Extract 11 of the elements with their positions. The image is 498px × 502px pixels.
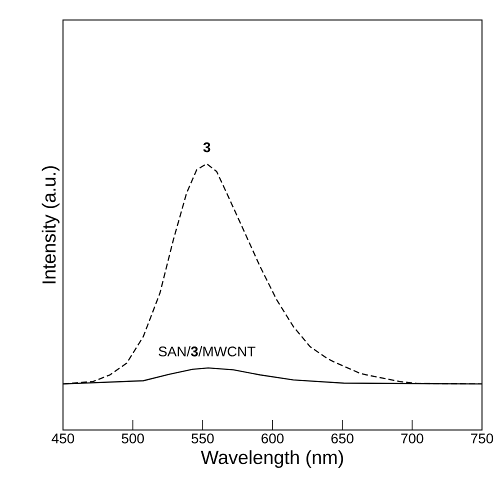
x-axis-title: Wavelength (nm) xyxy=(200,450,343,468)
x-tick-label: 450 xyxy=(52,434,74,444)
x-tick-label: 650 xyxy=(331,434,354,444)
x-tick-label: 550 xyxy=(192,434,214,444)
x-tick-label: 750 xyxy=(471,434,494,444)
annotation: SAN/3/MWCNT xyxy=(158,346,256,356)
x-tick-label: 600 xyxy=(262,434,284,444)
annotation: 3 xyxy=(203,142,210,152)
y-axis-title: Intensity (a.u.) xyxy=(42,166,60,284)
x-tick-label: 500 xyxy=(122,434,144,444)
x-tick-label: 700 xyxy=(401,434,424,444)
